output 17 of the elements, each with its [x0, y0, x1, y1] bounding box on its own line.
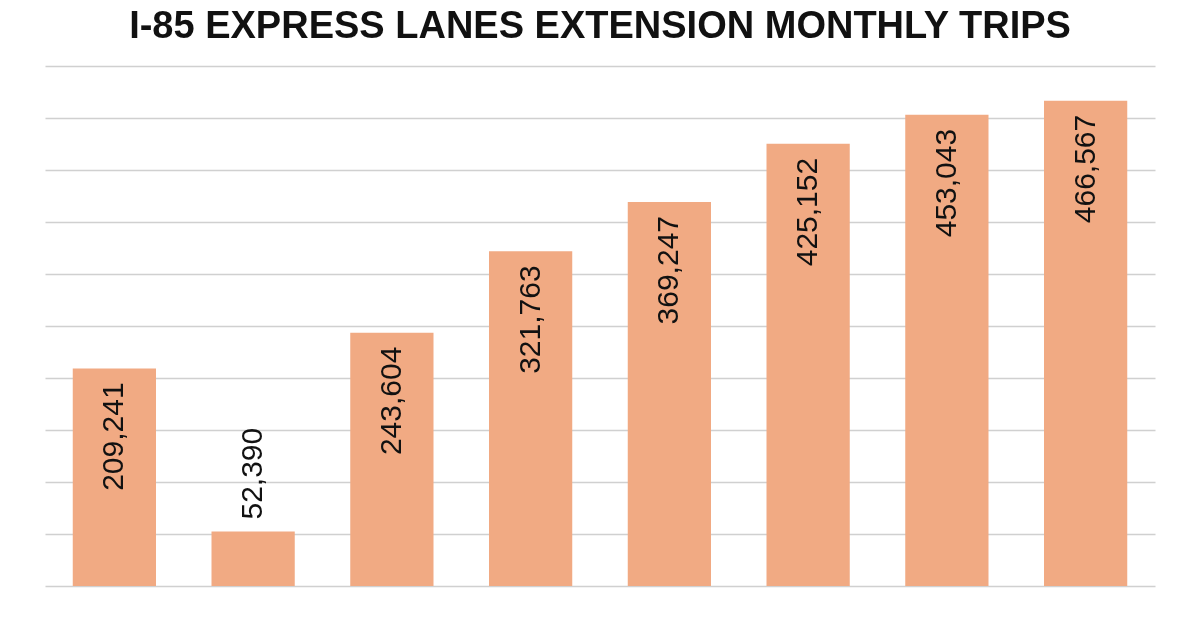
bar [766, 143, 850, 586]
data-label: 466,567 [1067, 114, 1101, 224]
data-label: 321,763 [512, 265, 546, 374]
bar [72, 368, 156, 586]
data-label: 453,043 [928, 128, 962, 238]
bar [489, 251, 573, 586]
bar [1044, 100, 1128, 586]
bar [350, 332, 434, 586]
data-label: 209,241 [96, 382, 130, 491]
chart-title: I-85 EXPRESS LANES EXTENSION MONTHLY TRIPS [129, 4, 1071, 46]
bar [211, 531, 295, 586]
data-label: 52,390 [235, 427, 269, 520]
data-label: 243,604 [373, 346, 407, 456]
data-label: 369,247 [651, 215, 685, 325]
bar [905, 114, 989, 586]
bar [627, 201, 711, 586]
data-label: 425,152 [790, 157, 824, 267]
